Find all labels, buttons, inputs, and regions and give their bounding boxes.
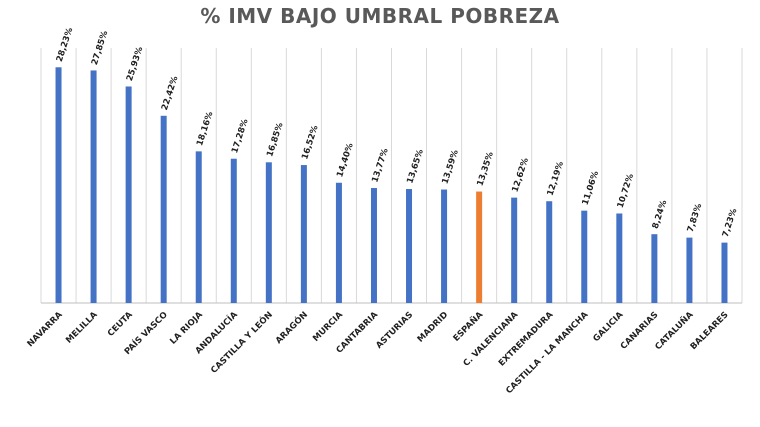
value-label: 22,42% — [160, 75, 181, 112]
bar — [125, 86, 132, 303]
category-label: BALEARES — [689, 310, 731, 352]
value-label: 7,23% — [721, 207, 740, 239]
value-label: 12,62% — [511, 156, 532, 193]
category-label: LA RIOJA — [168, 310, 205, 347]
category-label: CEUTA — [106, 310, 135, 339]
bar — [616, 213, 623, 303]
category-label: ESPAÑA — [451, 309, 486, 344]
bar — [195, 151, 202, 303]
value-label: 13,77% — [370, 147, 391, 184]
value-label: 16,85% — [265, 121, 286, 158]
value-label: 25,93% — [125, 45, 146, 82]
value-label: 13,59% — [440, 148, 461, 185]
bar — [230, 158, 237, 303]
value-label: 11,06% — [581, 169, 602, 206]
bar — [406, 189, 413, 303]
category-label: CASTILLA Y LEÓN — [208, 309, 275, 376]
value-label: 14,40% — [335, 141, 356, 178]
value-label: 28,23% — [55, 26, 76, 63]
category-label: MURCIA — [311, 310, 345, 344]
value-label: 8,24% — [651, 199, 670, 231]
category-label: ARAGÓN — [272, 309, 309, 346]
value-label: 7,83% — [686, 202, 705, 234]
bar — [511, 197, 518, 303]
value-label: 18,16% — [195, 110, 216, 147]
chart-title: % IMV BAJO UMBRAL POBREZA — [200, 4, 560, 28]
bar — [546, 201, 553, 303]
bar — [476, 191, 483, 303]
bar — [370, 188, 377, 303]
bar — [686, 237, 693, 303]
bar — [160, 115, 167, 303]
category-label: ASTURIAS — [374, 310, 415, 351]
bar — [90, 70, 97, 303]
value-label: 17,28% — [230, 117, 251, 154]
value-label: 13,35% — [475, 150, 496, 187]
value-label: 13,65% — [405, 148, 426, 185]
category-label: NAVARRA — [25, 310, 64, 349]
bar — [335, 182, 342, 303]
bar — [441, 189, 448, 303]
bar — [265, 162, 272, 303]
value-label: 16,52% — [300, 124, 321, 161]
bar — [55, 67, 62, 303]
category-label: MADRID — [416, 310, 451, 345]
bar — [721, 242, 728, 303]
value-label: 27,85% — [90, 29, 111, 66]
category-label: MELILLA — [64, 310, 100, 346]
bar — [300, 165, 307, 303]
bar — [581, 210, 588, 303]
category-label: GALICIA — [591, 310, 625, 344]
value-label: 10,72% — [616, 172, 637, 209]
bar — [651, 234, 658, 303]
value-label: 12,19% — [546, 160, 567, 197]
